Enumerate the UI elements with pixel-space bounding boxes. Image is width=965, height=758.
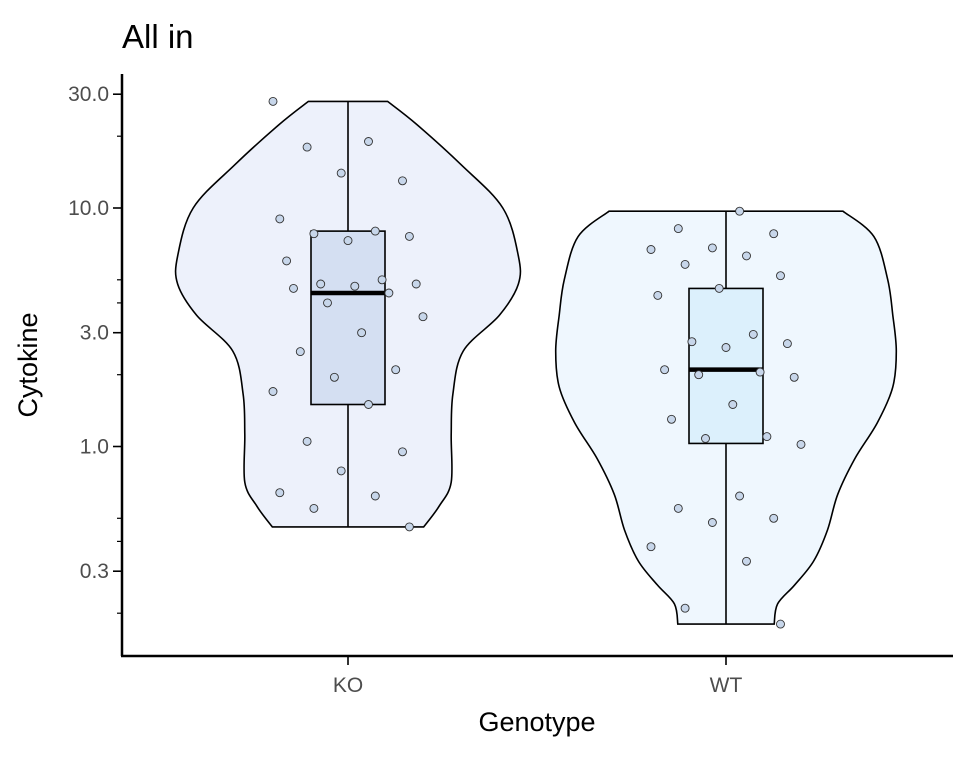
- data-point: [776, 619, 785, 629]
- y-tick-label: 1.0: [80, 436, 109, 459]
- data-point: [364, 400, 373, 409]
- data-point: [295, 347, 305, 357]
- data-point: [384, 288, 394, 298]
- data-point: [329, 372, 339, 382]
- data-point: [316, 279, 326, 289]
- data-point: [789, 372, 799, 382]
- data-point: [680, 259, 690, 269]
- data-point: [673, 224, 683, 234]
- data-point: [418, 312, 428, 322]
- x-axis-title: Genotype: [478, 707, 595, 737]
- data-point: [769, 229, 779, 239]
- data-point: [323, 298, 332, 308]
- data-point: [364, 137, 373, 146]
- y-tick-label: 3.0: [80, 322, 109, 345]
- data-point: [411, 279, 421, 289]
- data-point: [687, 337, 697, 347]
- data-point: [268, 387, 278, 396]
- data-point: [357, 328, 367, 338]
- data-point: [660, 365, 670, 375]
- data-point: [309, 229, 319, 239]
- x-tick-label: KO: [333, 674, 363, 697]
- data-point: [667, 414, 676, 424]
- data-point: [707, 243, 717, 253]
- data-point: [398, 176, 407, 186]
- data-point: [336, 466, 346, 476]
- data-point: [721, 343, 731, 352]
- data-point: [646, 245, 656, 254]
- data-point: [714, 283, 724, 293]
- data-point: [742, 251, 751, 261]
- data-point: [680, 603, 690, 613]
- data-point: [748, 329, 758, 339]
- data-point: [391, 365, 401, 375]
- data-point: [796, 439, 806, 449]
- data-point: [275, 214, 285, 224]
- y-tick-label: 10.0: [68, 197, 109, 220]
- data-point: [309, 503, 319, 513]
- data-point: [268, 96, 278, 106]
- data-point: [336, 168, 346, 178]
- data-point: [370, 226, 380, 236]
- y-tick-label: 30.0: [68, 83, 109, 106]
- data-point: [275, 488, 285, 498]
- data-point: [289, 283, 298, 293]
- data-point: [404, 231, 414, 241]
- data-point: [755, 367, 765, 377]
- data-point: [350, 281, 360, 291]
- data-point: [694, 370, 704, 380]
- data-point: [769, 513, 779, 523]
- data-point: [673, 503, 683, 513]
- y-axis-title: Cytokine: [13, 312, 43, 417]
- chart-title: All in: [122, 18, 194, 55]
- data-point: [282, 256, 292, 266]
- data-point: [728, 400, 738, 409]
- data-point: [398, 447, 407, 457]
- data-point: [404, 522, 414, 532]
- data-point: [377, 275, 387, 285]
- data-point: [370, 491, 380, 501]
- data-point: [701, 434, 710, 443]
- data-point: [653, 290, 663, 300]
- data-point: [735, 206, 745, 216]
- data-point: [707, 518, 717, 527]
- data-point: [343, 236, 353, 246]
- data-point: [762, 432, 772, 442]
- data-point: [735, 491, 745, 501]
- data-point: [646, 542, 656, 552]
- box-wt: [688, 287, 764, 445]
- data-point: [302, 436, 312, 446]
- data-point: [776, 271, 785, 281]
- data-point: [742, 556, 751, 566]
- y-tick-label: 0.3: [80, 560, 109, 583]
- box-ko: [310, 230, 386, 406]
- x-tick-label: WT: [710, 674, 743, 697]
- data-point: [782, 339, 792, 349]
- data-point: [302, 142, 312, 152]
